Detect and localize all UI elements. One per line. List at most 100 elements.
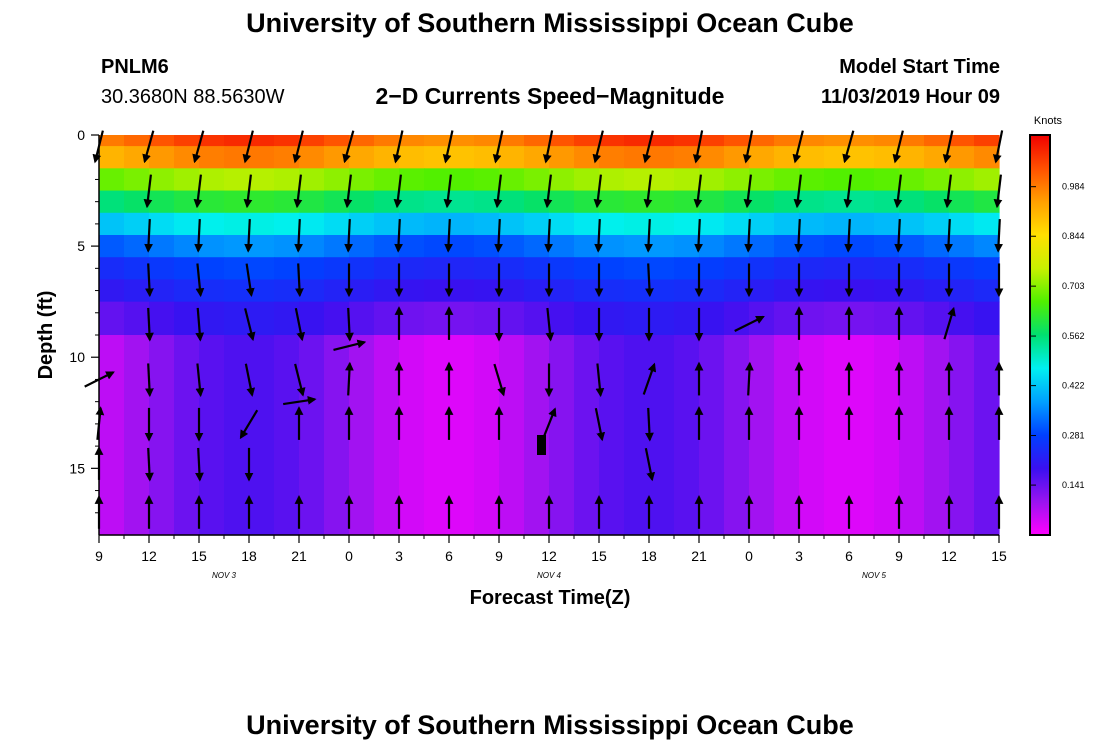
heat-cell [524,279,550,303]
current-arrow [143,174,153,209]
heat-cell [99,135,125,147]
heat-cell [199,235,225,258]
current-arrow [145,447,154,482]
heat-cell [149,279,175,303]
heat-cell [449,168,475,192]
heat-cell [674,279,700,303]
heat-cell [124,190,150,214]
heat-cell [199,135,225,147]
heat-cell [499,301,525,336]
heat-cell [274,190,300,214]
y-axis-title: Depth (ft) [35,291,57,380]
heat-cell [724,335,750,536]
heat-cell [749,168,775,192]
heat-cell [774,235,800,258]
plot-title: 2−D Currents Speed−Magnitude [375,83,725,109]
date-label: NOV 3 [212,571,237,580]
y-tick-label: 10 [69,349,85,365]
heat-cell [649,235,675,258]
heat-cell [174,257,200,281]
heat-cell [949,257,975,281]
date-label: NOV 5 [862,571,887,580]
current-arrow [345,361,354,396]
heat-cell [424,190,450,214]
current-arrow [645,263,654,298]
heat-cell [349,257,375,281]
heat-cell [799,301,825,336]
colorbar: Knots 0.141 0.281 0.422 0.562 0.703 0.844 0.98… [1029,115,1085,536]
heat-cell [499,146,525,169]
heat-cell [574,335,600,536]
heat-cell [449,235,475,258]
heat-cell [524,301,550,336]
heat-cell [949,335,975,536]
current-arrow [943,174,953,209]
heat-cell [124,135,150,147]
current-arrow [145,263,154,298]
heat-cell [699,301,725,336]
heat-cell [699,279,725,303]
heat-cell [374,335,400,536]
heat-cell [174,212,200,236]
heat-cell [549,135,575,147]
current-arrow [645,407,654,442]
heat-cell [474,212,500,236]
heat-cell [549,301,575,336]
heat-cell [849,168,875,192]
heat-cell [374,135,400,147]
heat-cell [374,190,400,214]
current-arrow [644,218,653,253]
heat-cell [874,335,900,536]
current-arrow [742,130,754,164]
heat-cell [174,279,200,303]
heat-cell [549,146,575,169]
colorbar-tick-label: 0.562 [1062,331,1085,341]
currents-heatmap-chart: 9 12 15 18 21 0 3 6 9 12 15 18 21 0 3 6 9 12 15 NOV 3 NOV 4 N… [35,115,1085,609]
heat-cell [899,235,925,258]
heat-cell [624,335,650,536]
colorbar-tick-label: 0.281 [1062,431,1085,441]
current-arrow [743,174,753,209]
heat-cell [824,279,850,303]
heat-cell [99,335,125,536]
heat-cell [474,235,500,258]
heat-cell [474,190,500,214]
heat-cell [399,335,425,536]
x-tick-label: 15 [591,548,607,564]
heat-cell [349,301,375,336]
heat-cell [724,212,750,236]
heat-cell [874,301,900,336]
current-arrow [792,130,804,164]
heat-cell [649,146,675,169]
heat-cell [899,279,925,303]
heat-cell [749,212,775,236]
heat-cell [224,190,250,214]
heat-cell [299,190,325,214]
current-arrow [393,174,403,209]
heat-cell [324,257,350,281]
current-arrow [745,361,754,396]
colorbar-tick-label: 0.844 [1062,231,1085,241]
current-arrows [84,130,1004,529]
heat-cell [974,301,1000,336]
current-arrow [942,130,954,164]
heat-cell [874,279,900,303]
heat-cell [524,135,550,147]
heat-cell [799,146,825,169]
heat-cell [649,335,675,536]
heat-cell [174,301,200,336]
heat-cell [724,168,750,192]
heat-cell [899,257,925,281]
heat-cell [424,335,450,536]
heat-cell [974,135,1000,147]
heat-cell [224,135,250,147]
heat-cell [524,212,550,236]
heat-cell [349,190,375,214]
current-arrow [244,218,253,253]
heat-cell [349,146,375,169]
y-tick-label: 5 [77,238,85,254]
heat-cell [824,212,850,236]
heat-cell [449,212,475,236]
heat-cell [374,212,400,236]
heat-cell [249,279,275,303]
